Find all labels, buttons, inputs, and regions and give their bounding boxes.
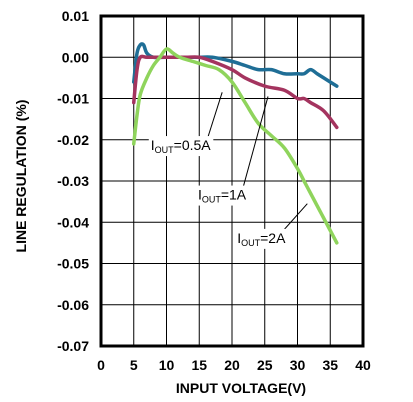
series-line: [132, 42, 339, 88]
annotation-leader-line: [242, 96, 269, 189]
y-tick-label: -0.05: [57, 256, 89, 272]
annotation-background: [195, 185, 249, 206]
y-tick-label: -0.04: [57, 214, 89, 230]
annotation-label: IOUT=2A: [237, 230, 286, 248]
series-line: [132, 54, 339, 130]
y-tick-label: -0.07: [57, 338, 89, 354]
x-tick-labels: 0 5 10 15 20 25 30 35 40: [97, 357, 371, 373]
x-tick-label: 15: [191, 357, 207, 373]
x-tick-label: 25: [257, 357, 273, 373]
x-axis-label: INPUT VOLTAGE(V): [176, 380, 306, 396]
series-group: [132, 42, 339, 245]
plot-frame: [99, 14, 365, 348]
annotations: IOUT=0.5A IOUT=1A IOUT=2A: [148, 136, 289, 249]
y-tick-label: -0.06: [57, 297, 89, 313]
y-tick-label: 0.01: [62, 8, 89, 24]
x-tick-label: 0: [97, 357, 105, 373]
y-tick-label: -0.03: [57, 173, 89, 189]
series-annotation: IOUT=1A: [195, 185, 249, 206]
annotation-leaders: [206, 92, 308, 233]
y-tick-label: -0.01: [57, 91, 89, 107]
annotation-background: [148, 136, 214, 157]
x-tick-label: 40: [355, 357, 371, 373]
x-tick-label: 30: [290, 357, 306, 373]
x-tick-label: 35: [322, 357, 338, 373]
annotation-label: IOUT=1A: [198, 187, 247, 205]
y-tick-labels: 0.01 0.00 -0.01 -0.02 -0.03 -0.04 -0.05 -0.06 -0…: [57, 8, 89, 354]
series-annotation: IOUT=2A: [235, 228, 289, 249]
y-tick-label: 0.00: [62, 49, 89, 65]
annotation-leader-line: [281, 203, 308, 233]
x-tick-label: 5: [130, 357, 138, 373]
x-tick-label: 20: [224, 357, 240, 373]
y-tick-label: -0.02: [57, 132, 89, 148]
annotation-label: IOUT=0.5A: [151, 137, 212, 155]
annotation-background: [235, 228, 289, 249]
x-tick-label: 10: [159, 357, 175, 373]
series-annotation: IOUT=0.5A: [148, 136, 214, 157]
y-axis-label: LINE REGULATION (%): [13, 100, 29, 253]
annotation-leader-line: [206, 92, 223, 140]
series-line: [132, 47, 339, 245]
